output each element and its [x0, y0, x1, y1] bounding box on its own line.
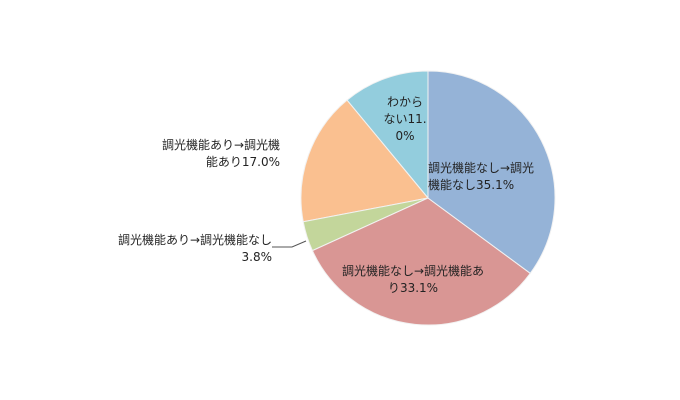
value-label: 11.0% [395, 112, 427, 143]
category-label: 調光機能あり→調光機能なし [117, 233, 272, 247]
slice-label: 調光機能なし→調光機能あり33.1% [338, 263, 488, 297]
pie-slice [346, 70, 429, 200]
slice-label: 調光機能なし→調光機能なし35.1% [428, 160, 540, 194]
category-label: 調光機能なし→調光機能なし [428, 161, 535, 192]
leader-line [272, 240, 307, 248]
value-label: 35.1% [476, 178, 515, 192]
slice-label: わからない11.0% [382, 94, 428, 145]
pie-slice [300, 99, 429, 223]
value-label: 33.1% [399, 281, 439, 295]
pie-slice [427, 70, 556, 274]
category-label: 調光機能あり→調光機能あり [161, 138, 280, 169]
category-label: わからない [383, 95, 423, 126]
value-label: 3.8% [241, 250, 273, 264]
pie-slice [311, 197, 531, 326]
value-label: 17.0% [241, 155, 280, 169]
slice-label: 調光機能あり→調光機能あり17.0% [150, 137, 280, 171]
category-label: 調光機能なし→調光機能あり [341, 264, 485, 295]
slice-label: 調光機能あり→調光機能なし 3.8% [110, 232, 272, 266]
